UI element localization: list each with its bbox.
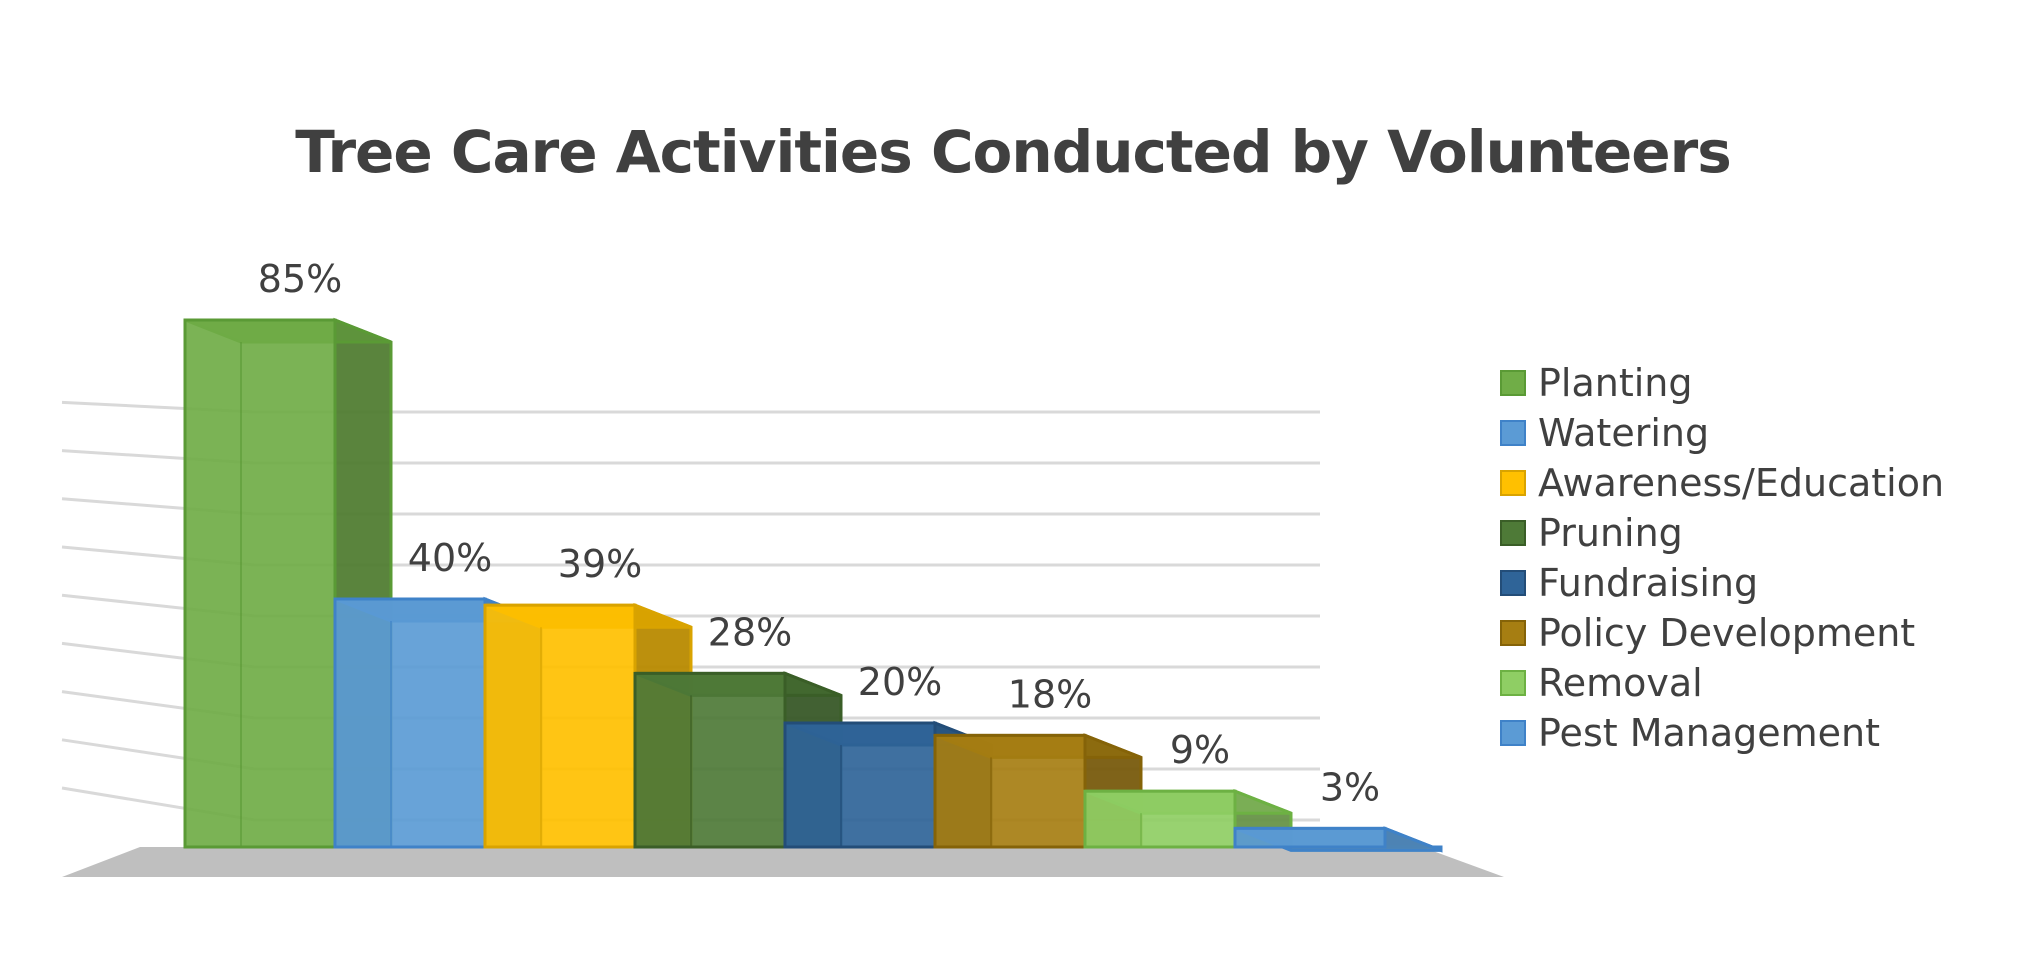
- legend-swatch: [1500, 370, 1526, 396]
- legend-item: Policy Development: [1500, 608, 1944, 658]
- legend-label: Planting: [1538, 361, 1693, 405]
- legend-swatch: [1500, 470, 1526, 496]
- legend-swatch: [1500, 520, 1526, 546]
- legend-label: Watering: [1538, 411, 1710, 455]
- data-label: 85%: [258, 257, 342, 301]
- data-labels: 85% 40% 39% 28% 20% 18% 9% 3%: [258, 257, 1380, 809]
- legend-label: Awareness/Education: [1538, 461, 1945, 505]
- legend-item: Awareness/Education: [1500, 458, 1944, 508]
- legend-label: Pest Management: [1538, 711, 1881, 755]
- chart-floor: [62, 847, 1504, 877]
- legend-label: Removal: [1538, 661, 1703, 705]
- bar-front: [333, 597, 487, 849]
- bar-front: [783, 721, 937, 849]
- legend-item: Fundraising: [1500, 558, 1944, 608]
- bar-front: [633, 671, 787, 849]
- legend-item: Watering: [1500, 408, 1944, 458]
- bar-pest-management: [1233, 826, 1443, 853]
- legend-swatch: [1500, 420, 1526, 446]
- legend-item: Pruning: [1500, 508, 1944, 558]
- data-label: 40%: [408, 536, 492, 580]
- data-label: 20%: [858, 660, 942, 704]
- legend-label: Pruning: [1538, 511, 1683, 555]
- chart-title: Tree Care Activities Conducted by Volunt…: [295, 118, 1731, 186]
- legend-item: Removal: [1500, 658, 1944, 708]
- legend-item: Pest Management: [1500, 708, 1944, 758]
- legend-label: Fundraising: [1538, 561, 1759, 605]
- legend-swatch: [1500, 720, 1526, 746]
- bar-front: [933, 733, 1087, 849]
- legend-swatch: [1500, 620, 1526, 646]
- bar-front: [183, 318, 337, 849]
- legend-item: Planting: [1500, 358, 1944, 408]
- data-label: 28%: [708, 610, 792, 654]
- bars: [183, 317, 1443, 853]
- legend-swatch: [1500, 570, 1526, 596]
- data-label: 39%: [558, 542, 642, 586]
- bar-front: [483, 603, 637, 849]
- data-label: 9%: [1170, 728, 1230, 772]
- bar-front: [1083, 789, 1237, 849]
- data-label: 3%: [1320, 765, 1380, 809]
- legend: Planting Watering Awareness/Education Pruni…: [1500, 358, 1944, 758]
- bar-front: [1233, 826, 1387, 849]
- data-label: 18%: [1008, 672, 1092, 716]
- legend-label: Policy Development: [1538, 611, 1916, 655]
- legend-swatch: [1500, 670, 1526, 696]
